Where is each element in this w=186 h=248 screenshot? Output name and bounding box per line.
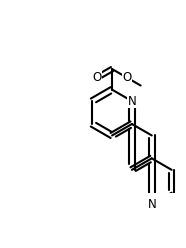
Text: O: O (123, 71, 132, 84)
Text: N: N (128, 94, 136, 108)
Text: N: N (147, 198, 156, 211)
Text: O: O (92, 71, 102, 84)
